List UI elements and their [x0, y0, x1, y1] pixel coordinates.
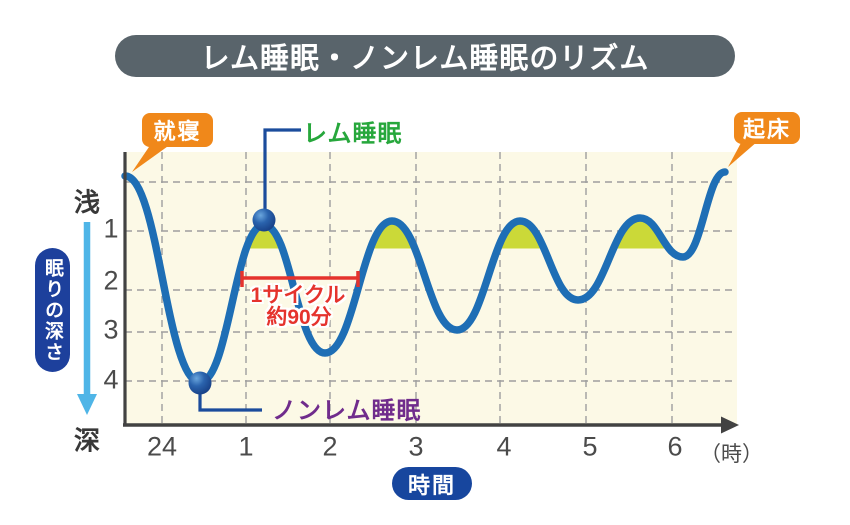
depth-arrow-head-icon	[77, 394, 97, 415]
y-tick-1: 1	[103, 213, 119, 244]
x-tick-6: 6	[667, 431, 683, 462]
nonrem-leader-line	[198, 388, 262, 412]
wake-bubble-tail	[728, 141, 758, 167]
rem-period-fill	[160, 218, 680, 249]
shallow-label: 浅	[73, 187, 101, 218]
x-tick-5: 5	[582, 431, 598, 462]
bedtime-bubble-tail	[132, 144, 171, 172]
cycle-annotation-line1: 1サイクル	[250, 284, 346, 307]
nonrem-marker-ball	[188, 371, 212, 395]
cycle-bracket	[240, 271, 360, 287]
cycle-annotation-line2: 約90分	[266, 306, 332, 329]
x-tick-3: 3	[408, 431, 424, 462]
nonrem-sleep-label: ノンレム睡眠	[272, 397, 422, 425]
depth-axis-pill: 眠りの深さ	[35, 248, 70, 372]
rem-sleep-label: レム睡眠	[303, 120, 403, 148]
x-axis-arrowhead	[721, 416, 739, 434]
deep-label: 深	[73, 425, 101, 456]
time-axis-pill: 時間	[392, 467, 472, 500]
bedtime-bubble: 就寝	[142, 113, 213, 147]
rem-leader-line	[263, 128, 301, 210]
rem-marker-ball	[252, 208, 276, 232]
x-tick-24: 24	[146, 431, 178, 462]
x-tick-1: 1	[238, 431, 254, 462]
x-axis-unit: （時）	[700, 443, 763, 466]
x-tick-2: 2	[322, 431, 338, 462]
page-title: レム睡眠・ノンレム睡眠のリズム	[115, 35, 735, 77]
wake-bubble: 起床	[734, 112, 800, 144]
y-tick-2: 2	[103, 265, 119, 296]
x-tick-4: 4	[496, 431, 512, 462]
y-tick-3: 3	[103, 314, 119, 345]
sleep-depth-curve	[121, 168, 729, 386]
y-tick-4: 4	[103, 364, 119, 395]
